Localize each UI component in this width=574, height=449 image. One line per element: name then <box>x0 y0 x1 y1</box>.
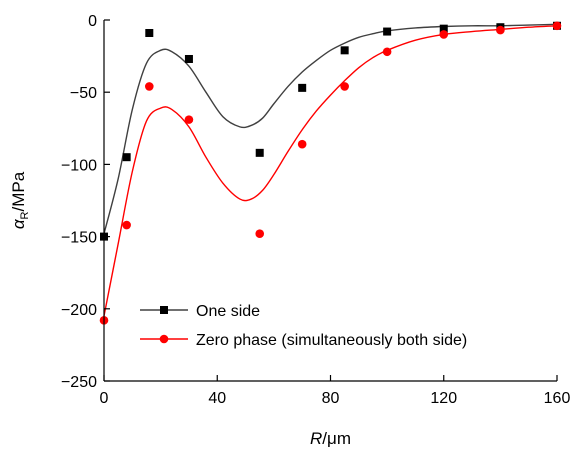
data-point-one-side-2 <box>145 28 154 37</box>
y-axis-var: α <box>9 218 28 229</box>
data-point-one-side-3 <box>184 54 193 63</box>
data-point-one-side-8 <box>439 24 448 33</box>
y-tick-label-1: −50 <box>70 85 97 102</box>
legend: One side Zero phase (simultaneously both … <box>140 303 467 349</box>
data-point-zero-phase-3 <box>184 115 194 124</box>
data-point-zero-phase-7 <box>382 47 392 57</box>
data-point-one-side-7 <box>383 27 392 36</box>
data-point-zero-phase-5 <box>297 139 307 149</box>
legend-label-one-side: One side <box>196 303 260 320</box>
y-tick-label-4: −200 <box>61 302 97 319</box>
data-point-zero-phase-9 <box>496 25 505 35</box>
axis-layer: 0 40 80 120 160 0 −50 −100 −150 −200 −250 <box>61 13 570 407</box>
data-point-zero-phase-8 <box>439 30 449 39</box>
y-tick-label-3: −150 <box>61 230 97 247</box>
data-point-one-side-1 <box>122 153 131 162</box>
data-point-zero-phase-1 <box>122 220 131 230</box>
data-point-zero-phase-2 <box>145 82 154 91</box>
legend-marker-zero-phase <box>159 334 169 344</box>
x-tick-label-3: 120 <box>430 390 457 407</box>
x-axis-title: R/μm <box>310 429 351 448</box>
y-axis-title: αR/MPa <box>9 171 31 229</box>
legend-marker-one-side <box>160 306 168 314</box>
data-point-zero-phase-6 <box>340 82 349 91</box>
y-tick-label-2: −100 <box>61 157 97 174</box>
x-axis-unit: /μm <box>322 429 351 448</box>
x-tick-label-2: 80 <box>322 390 340 407</box>
x-tick-label-4: 160 <box>544 390 571 407</box>
x-axis-var: R <box>310 429 322 448</box>
x-tick-label-1: 40 <box>208 390 226 407</box>
y-axis-sub: R <box>19 211 31 219</box>
series-line-one-side <box>103 23 558 234</box>
series-line-zero-phase <box>103 25 558 317</box>
y-tick-label-5: −250 <box>61 374 97 391</box>
data-point-one-side-4 <box>255 148 264 157</box>
data-point-one-side-6 <box>340 46 349 55</box>
x-tick-label-0: 0 <box>100 390 109 407</box>
y-tick-label-0: 0 <box>88 13 97 30</box>
y-axis-unit: /MPa <box>9 171 28 211</box>
series-layer <box>99 21 562 325</box>
data-point-zero-phase-10 <box>552 21 562 31</box>
legend-label-zero-phase: Zero phase (simultaneously both side) <box>196 332 467 349</box>
data-point-zero-phase-4 <box>255 229 265 239</box>
data-point-one-side-5 <box>298 83 307 92</box>
